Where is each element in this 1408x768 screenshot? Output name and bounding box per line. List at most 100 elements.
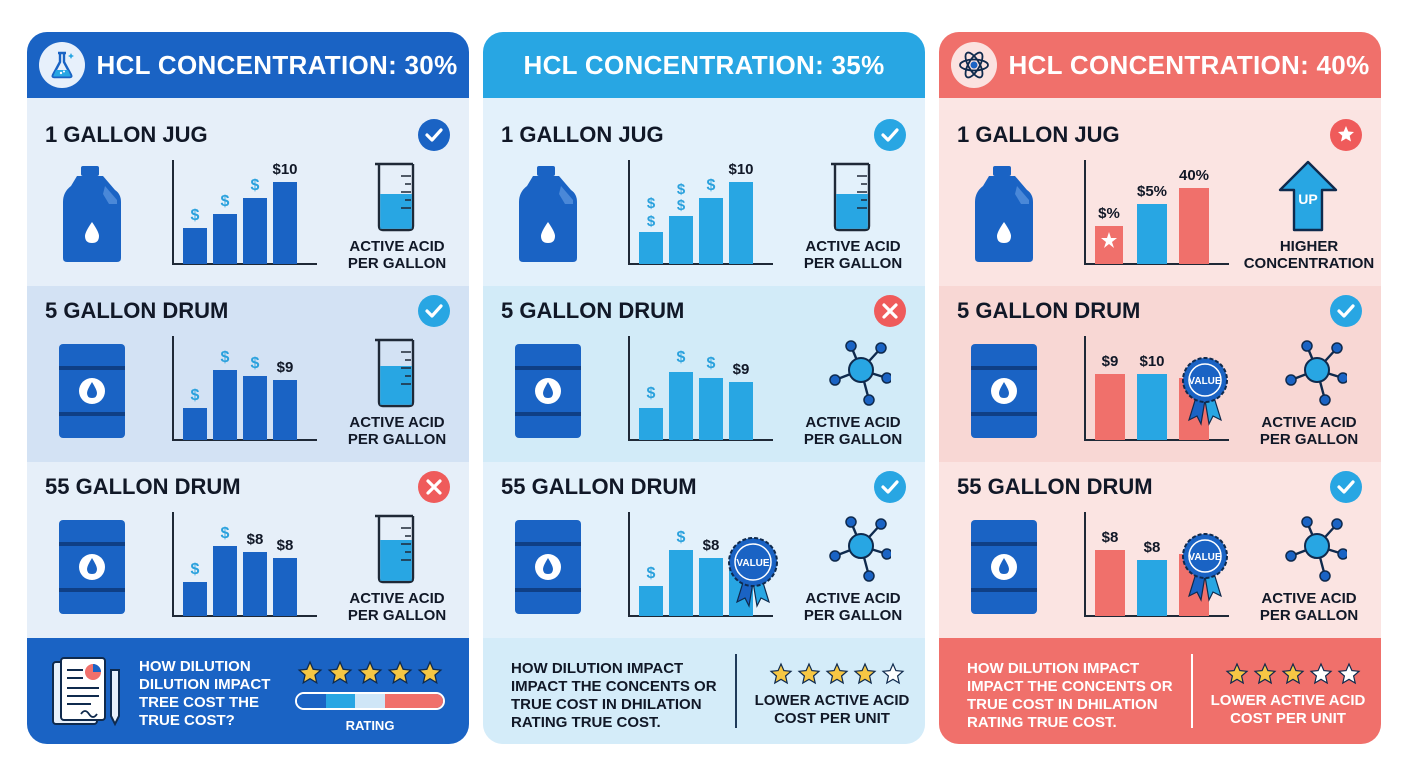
star-filled-icon (327, 660, 353, 685)
bar-label: $ (677, 197, 686, 214)
bar (729, 382, 753, 440)
label-line: PER GALLON (347, 607, 447, 624)
bar-label: 40% (1179, 167, 1209, 184)
arrow-text: UP (1298, 191, 1317, 207)
row-title: 1 GALLON JUG (501, 122, 664, 147)
bar (1137, 560, 1167, 616)
bar (183, 408, 207, 440)
star-filled-icon (797, 662, 821, 685)
bar-label: $10 (1139, 353, 1164, 370)
panel-title: HCL CONCENTRATION: 35% (523, 49, 885, 80)
bar-label: $8 (703, 537, 720, 554)
bar (699, 558, 723, 616)
row-label: ACTIVE ACID PER GALLON (1239, 590, 1379, 624)
bar (183, 582, 207, 616)
report-document-icon (52, 657, 120, 727)
row-55-gallon-drum: 55 GALLON DRUM $ $ $8 VALUE (483, 462, 925, 638)
label-line: ACTIVE ACID (805, 590, 901, 607)
footer-line: COST PER UNIT (774, 710, 890, 727)
row-1-gallon-jug: 1 GALLON JUG $% $5% 40% UP HIGHER CONCEN… (939, 110, 1381, 286)
molecule-icon (1285, 340, 1347, 406)
footer-line: RATING TRUE COST. (967, 714, 1117, 731)
row-5-gallon-drum: 5 GALLON DRUM $9 $10 VALUE (939, 286, 1381, 462)
bar-label: $ (191, 561, 200, 578)
price-bar-chart: $ $ $ $9 (172, 336, 317, 441)
value-badge-icon: VALUE (1182, 533, 1228, 602)
row-title: 5 GALLON DRUM (501, 298, 685, 323)
bar (243, 552, 267, 616)
star-rating (297, 660, 443, 686)
x-icon (418, 471, 450, 503)
row-label: ACTIVE ACID PER GALLON (783, 238, 923, 272)
row-label: ACTIVE ACID PER GALLON (783, 414, 923, 448)
drum-icon (59, 520, 125, 614)
bar-label: $ (647, 213, 656, 230)
bar (729, 182, 753, 264)
label-line: ACTIVE ACID (349, 414, 445, 431)
footer-line: TRUE COST? (139, 712, 235, 729)
bar-label: $ (221, 525, 230, 542)
panel-35: HCL CONCENTRATION: 35% 1 GALLON JUG $ $ … (483, 32, 925, 744)
bar (243, 198, 267, 264)
bar-label: $% (1098, 205, 1120, 222)
price-bar-chart: $ $ $8 $8 (172, 512, 317, 617)
footer-line: COST PER UNIT (1230, 710, 1346, 727)
row-title: 5 GALLON DRUM (957, 298, 1141, 323)
label-line: ACTIVE ACID (1261, 414, 1357, 431)
footer-summary: LOWER ACTIVE ACID COST PER UNIT (747, 692, 917, 728)
star-filled-icon (387, 660, 413, 685)
label-line: ACTIVE ACID (805, 414, 901, 431)
row-label: ACTIVE ACID PER GALLON (327, 414, 467, 448)
row-label: ACTIVE ACID PER GALLON (1239, 414, 1379, 448)
star-filled-icon (1225, 662, 1249, 685)
star-filled-icon (825, 662, 849, 685)
molecule-icon (829, 516, 891, 582)
jug-icon (519, 166, 577, 262)
panel-footer: HOW DILUTION IMPACT IMPACT THE CONCENTS … (483, 638, 925, 744)
footer-line: DILUTION IMPACT (139, 676, 271, 693)
bar (213, 370, 237, 440)
panel-footer: HOW DILUTION IMPACT IMPACT THE CONCENTS … (939, 638, 1381, 744)
footer-line: LOWER ACTIVE ACID (1210, 692, 1366, 709)
bar (1095, 226, 1123, 264)
bar (639, 232, 663, 264)
panel-40: HCL CONCENTRATION: 40% 1 GALLON JUG $% $… (939, 32, 1381, 744)
panel-footer: HOW DILUTION DILUTION IMPACT TREE COST T… (27, 638, 469, 744)
label-line: ACTIVE ACID (349, 238, 445, 255)
row-title: 1 GALLON JUG (45, 122, 208, 147)
star-empty-icon (1309, 662, 1333, 685)
value-badge-icon: VALUE (728, 537, 778, 608)
beaker-icon (375, 514, 415, 584)
footer-line: HOW DILUTION IMPACT (967, 660, 1140, 677)
label-line: CONCENTRATION (1243, 255, 1375, 272)
bar (669, 550, 693, 616)
row-1-gallon-jug: 1 GALLON JUG $ $ $ $ $ $10 ACTIVE (483, 110, 925, 286)
label-line: PER GALLON (347, 431, 447, 448)
bar-label: $8 (277, 537, 294, 554)
badge-text: VALUE (1188, 376, 1221, 387)
bar-label: $ (251, 355, 260, 372)
bar (699, 378, 723, 440)
check-icon (874, 119, 906, 151)
price-bar-chart: $9 $10 VALUE (1084, 336, 1229, 441)
footer-line: IMPACT THE CONCENTS OR (967, 678, 1173, 695)
molecule-icon (1285, 516, 1347, 582)
row-label: ACTIVE ACID PER GALLON (327, 238, 467, 272)
molecule-icon (829, 340, 891, 406)
star-icon (1101, 232, 1117, 248)
bar (669, 216, 693, 264)
bar (699, 198, 723, 264)
bar (273, 558, 297, 616)
footer-line: HOW DILUTION IMPACT (511, 660, 684, 677)
beaker-icon (831, 162, 871, 232)
row-55-gallon-drum: 55 GALLON DRUM $8 $8 VALUE (939, 462, 1381, 638)
star-filled-icon (297, 660, 323, 685)
badge-text: VALUE (1188, 552, 1221, 563)
bar (1095, 550, 1125, 616)
atom-icon (950, 42, 997, 88)
drum-icon (971, 344, 1037, 438)
row-title: 5 GALLON DRUM (45, 298, 229, 323)
footer-line: IMPACT THE CONCENTS OR (511, 678, 717, 695)
bar (183, 228, 207, 264)
label-line: PER GALLON (803, 431, 903, 448)
